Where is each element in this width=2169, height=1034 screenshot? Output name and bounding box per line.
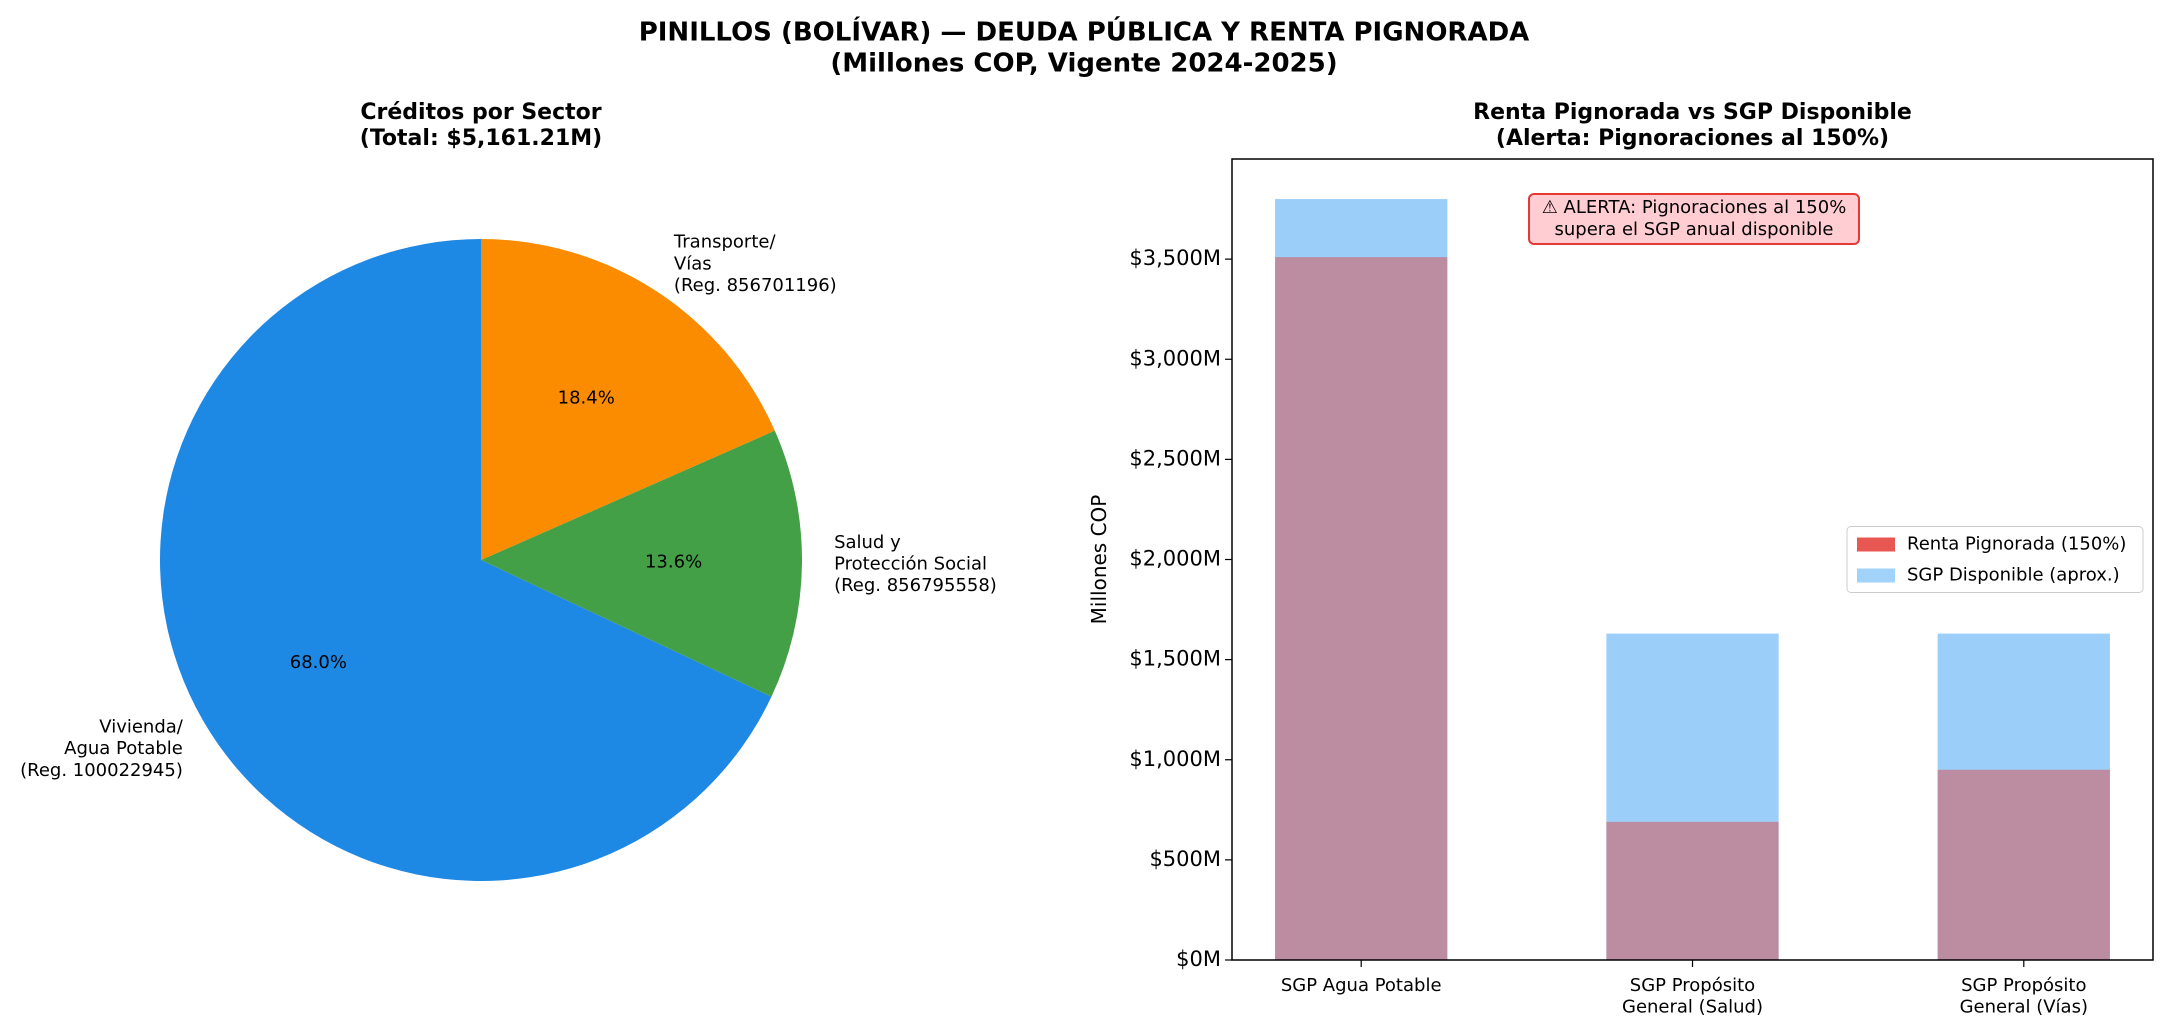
- page-title: PINILLOS (BOLÍVAR) — DEUDA PÚBLICA Y REN…: [639, 15, 1530, 78]
- slice-label: Vivienda/Agua Potable (Reg. 100022945): [20, 717, 184, 781]
- bar: [1937, 769, 2110, 960]
- legend-swatch: [1857, 568, 1895, 583]
- y-tick-label: $1,000M: [1129, 747, 1221, 771]
- y-tick-label: $3,000M: [1129, 346, 1221, 370]
- legend-label: SGP Disponible (aprox.): [1907, 565, 2120, 586]
- annotation-box: [1528, 193, 1860, 245]
- y-axis-label: Millones COP: [1087, 495, 1111, 625]
- slice-label: Salud y Protección Social (Reg. 856795558): [834, 532, 997, 596]
- x-tick-label: SGP Propósito General (Vías): [1960, 975, 2088, 1018]
- chart-title: Créditos por Sector (Total: $5,161.21M): [360, 100, 602, 151]
- y-tick-label: $0M: [1176, 947, 1221, 971]
- bar: [1275, 257, 1448, 960]
- slice-value-label: 13.6%: [645, 551, 702, 572]
- pie-slice: [481, 238, 775, 560]
- annotation: ⚠ ALERTA: Pignoraciones al 150% supera el…: [1542, 197, 1847, 240]
- y-tick-label: $1,500M: [1129, 647, 1221, 671]
- pie-slice: [159, 239, 772, 881]
- y-tick-label: $2,000M: [1129, 547, 1221, 571]
- x-tick-label: SGP Propósito General (Salud): [1622, 975, 1763, 1018]
- y-tick-label: $3,500M: [1129, 246, 1221, 270]
- legend-box: [1846, 526, 2144, 593]
- slice-value-label: 18.4%: [558, 388, 615, 409]
- slice-value-label: 68.0%: [290, 652, 347, 673]
- y-tick-label: $500M: [1149, 847, 1221, 871]
- legend-swatch: [1857, 537, 1895, 552]
- x-tick-label: SGP Agua Potable: [1281, 975, 1442, 996]
- legend-label: Renta Pignorada (150%): [1907, 534, 2126, 555]
- bar: [1937, 633, 2110, 960]
- slice-label: Transporte/Vías (Reg. 856701196): [673, 232, 837, 296]
- bar: [1606, 633, 1779, 960]
- pie-slice: [481, 430, 802, 697]
- bar: [1606, 821, 1779, 960]
- y-tick-label: $2,500M: [1129, 446, 1221, 470]
- chart-title: Renta Pignorada vs SGP Disponible (Alerta…: [1473, 100, 1912, 151]
- plot-frame: [1231, 158, 2154, 961]
- bar: [1275, 199, 1448, 961]
